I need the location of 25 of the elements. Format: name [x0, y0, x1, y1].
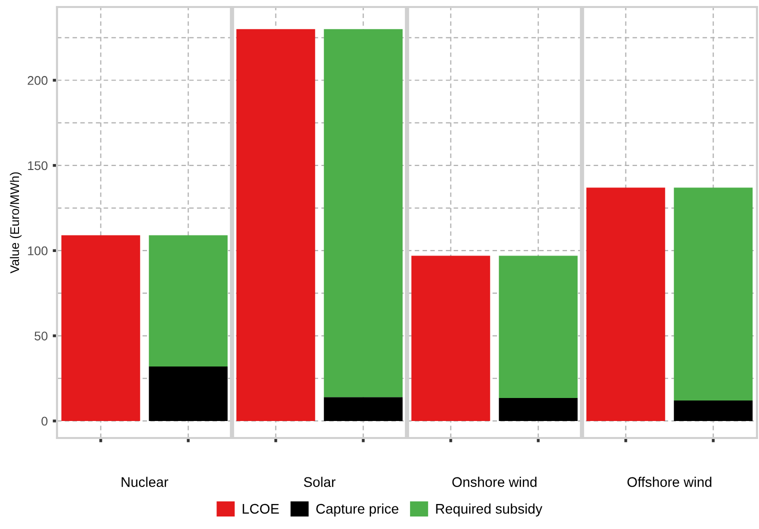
bar: [674, 188, 753, 401]
y-axis-title: Value (Euro/MWh): [10, 172, 22, 274]
bar: [674, 400, 753, 421]
bar: [498, 398, 578, 421]
text: Onshore wind: [452, 476, 536, 487]
y-tick-label: 200: [28, 76, 48, 85]
bar: [586, 188, 666, 421]
bar: [148, 366, 228, 421]
y-tick-label: 0: [42, 416, 48, 426]
bar: [148, 235, 228, 366]
legend-label: Required subsidy: [436, 504, 542, 516]
bar: [61, 235, 140, 421]
bar: [324, 397, 403, 421]
bar: [324, 29, 403, 398]
text: Nuclear: [122, 476, 168, 487]
y-tick-label: 100: [28, 246, 48, 256]
y-tick-label: 50: [34, 332, 48, 340]
y-tick-label: 150: [28, 161, 48, 170]
bar: [236, 29, 316, 421]
text: Offshore wind: [627, 476, 712, 487]
legend-label: LCOE: [242, 504, 279, 514]
bar: [498, 256, 578, 398]
bar: [411, 256, 490, 421]
legend-label: Capture price: [316, 504, 398, 516]
text: Solar: [304, 476, 336, 487]
